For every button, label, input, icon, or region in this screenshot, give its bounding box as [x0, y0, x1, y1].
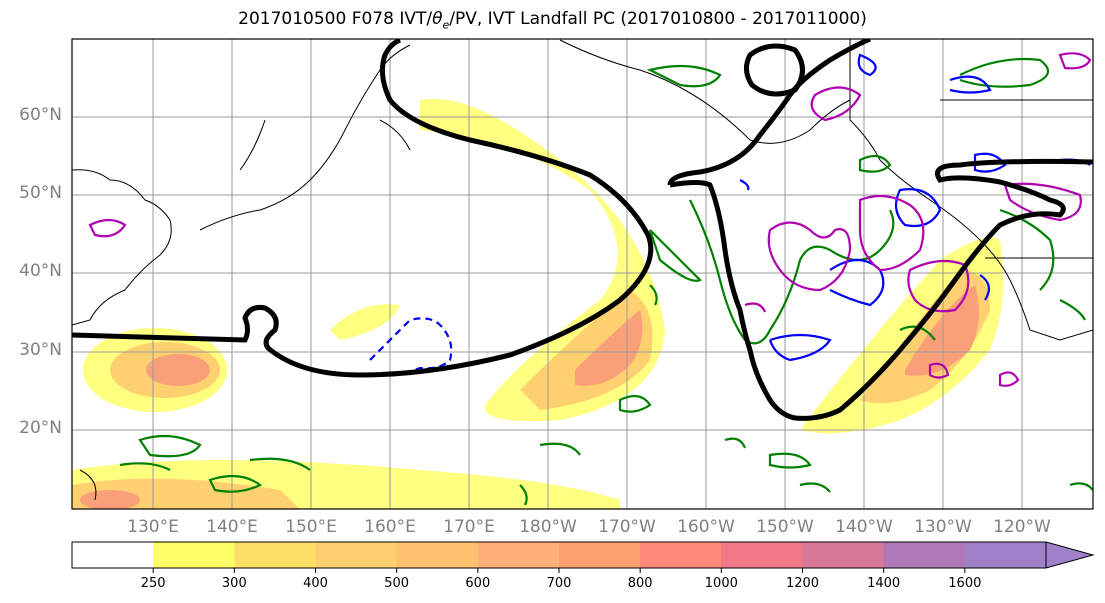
lon-label: 130°E — [127, 517, 179, 537]
lon-label: 170°W — [598, 517, 656, 537]
colorbar-tick-label: 1200 — [785, 576, 820, 591]
colorbar-extend-arrow — [1045, 541, 1095, 569]
lon-label: 160°E — [364, 517, 416, 537]
pv-contours — [88, 52, 1092, 387]
colorbar-tick-label: 800 — [627, 576, 653, 591]
colorbar-cell — [640, 542, 722, 568]
lat-label: 20°N — [19, 418, 62, 438]
colorbar-tick-label: 600 — [465, 576, 491, 591]
colorbar — [71, 541, 1095, 573]
lon-label: 120°W — [993, 517, 1051, 537]
theta-e-dashed-contour — [369, 317, 453, 377]
colorbar-tick-label: 1000 — [704, 576, 738, 591]
colorbar-cell — [315, 542, 398, 568]
lat-label: 60°N — [19, 105, 62, 125]
colorbar-tick-label: 500 — [384, 576, 410, 591]
lon-label: 140°W — [835, 517, 893, 537]
lon-label: 150°E — [285, 517, 337, 537]
lon-label: 180°W — [519, 517, 577, 537]
colorbar-cell — [883, 542, 966, 568]
colorbar-tick-label: 250 — [140, 576, 166, 591]
lon-label: 160°W — [677, 517, 735, 537]
map-frame — [71, 38, 1094, 510]
pc-contour — [72, 39, 1093, 421]
colorbar-tick-label: 700 — [546, 576, 572, 591]
lat-label: 30°N — [19, 340, 62, 360]
colorbar-cell — [559, 542, 641, 568]
colorbar-cell — [396, 542, 479, 568]
colorbar-tick-label: 1600 — [948, 576, 982, 591]
lat-label: 40°N — [19, 261, 62, 281]
colorbar-cell — [964, 542, 1047, 568]
colorbar-cell — [153, 542, 235, 568]
lat-label: 50°N — [19, 183, 62, 203]
lon-label: 170°E — [443, 517, 495, 537]
colorbar-cell — [721, 542, 803, 568]
colorbar-cell — [802, 542, 885, 568]
colorbar-cell — [234, 542, 316, 568]
colorbar-tick-label: 1400 — [867, 576, 901, 591]
colorbar-tick-label: 300 — [221, 576, 247, 591]
map-title: 2017010500 F078 IVT/θe/PV, IVT Landfall … — [238, 9, 867, 32]
colorbar-tick-label: 400 — [303, 576, 328, 591]
lon-label: 150°W — [756, 517, 814, 537]
ivt-shading — [72, 98, 1004, 509]
colorbar-cell — [477, 542, 560, 568]
lon-label: 140°E — [206, 517, 258, 537]
colorbar-cell — [72, 542, 154, 568]
lon-label: 130°W — [914, 517, 972, 537]
